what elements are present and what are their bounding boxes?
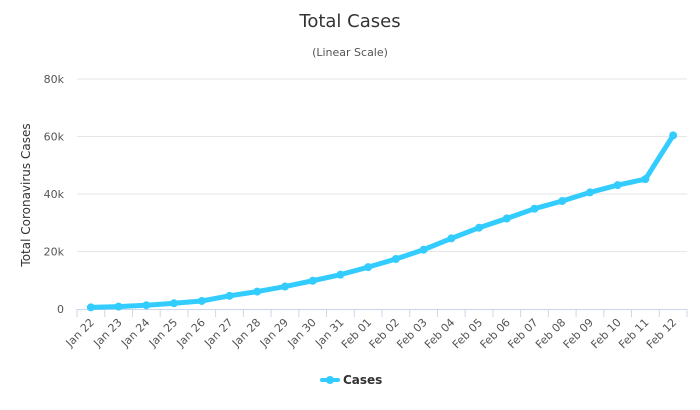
data-point[interactable] bbox=[530, 204, 539, 213]
data-point[interactable] bbox=[364, 263, 373, 272]
x-tick-label: Feb 12 bbox=[644, 316, 679, 351]
x-tick-label: Jan 22 bbox=[63, 316, 97, 350]
x-tick-label: Feb 05 bbox=[450, 316, 485, 351]
data-point[interactable] bbox=[641, 175, 650, 184]
data-point[interactable] bbox=[336, 270, 345, 279]
data-point[interactable] bbox=[253, 287, 262, 296]
x-tick-label: Feb 01 bbox=[339, 316, 374, 351]
x-tick-label: Jan 27 bbox=[201, 316, 235, 350]
data-point[interactable] bbox=[502, 214, 511, 223]
x-tick-label: Jan 28 bbox=[229, 316, 263, 350]
data-point[interactable] bbox=[558, 197, 567, 206]
data-point[interactable] bbox=[197, 296, 206, 305]
data-point[interactable] bbox=[669, 131, 678, 140]
data-point[interactable] bbox=[142, 301, 151, 310]
x-tick-label: Jan 29 bbox=[257, 316, 291, 350]
data-point[interactable] bbox=[419, 245, 428, 254]
data-point[interactable] bbox=[170, 299, 179, 308]
x-tick-label: Feb 11 bbox=[616, 316, 651, 351]
legend[interactable]: Cases bbox=[320, 373, 382, 387]
x-tick-label: Jan 25 bbox=[146, 316, 180, 350]
y-tick-label: 40k bbox=[44, 188, 65, 201]
y-axis-title: Total Coronavirus Cases bbox=[19, 123, 33, 267]
data-point[interactable] bbox=[391, 255, 400, 264]
x-tick-label: Feb 03 bbox=[394, 316, 429, 351]
chart-subtitle: (Linear Scale) bbox=[312, 46, 388, 59]
x-tick-label: Feb 07 bbox=[505, 316, 540, 351]
x-tick-label: Jan 30 bbox=[285, 316, 319, 350]
data-point[interactable] bbox=[475, 223, 484, 232]
x-tick-label: Feb 09 bbox=[561, 316, 596, 351]
data-point[interactable] bbox=[585, 188, 594, 197]
x-tick-label: Jan 26 bbox=[174, 316, 208, 350]
series-line-cases[interactable] bbox=[88, 132, 676, 310]
x-tick-label: Feb 10 bbox=[588, 316, 623, 351]
x-tick-label: Feb 02 bbox=[367, 316, 402, 351]
data-point[interactable] bbox=[86, 303, 95, 312]
y-tick-label: 60k bbox=[44, 131, 65, 144]
y-axis-ticks: 0 20k 40k 60k 80k bbox=[44, 73, 65, 316]
data-point[interactable] bbox=[613, 181, 622, 190]
series-cases[interactable] bbox=[86, 131, 678, 312]
x-tick-label: Feb 08 bbox=[533, 316, 568, 351]
chart-title: Total Cases bbox=[298, 11, 400, 32]
legend-marker-cases bbox=[326, 376, 334, 384]
data-point[interactable] bbox=[447, 234, 456, 243]
grid-lines bbox=[77, 78, 687, 252]
y-tick-label: 80k bbox=[44, 73, 65, 86]
data-point[interactable] bbox=[280, 282, 289, 291]
data-point[interactable] bbox=[225, 291, 234, 300]
y-tick-label: 20k bbox=[44, 246, 65, 259]
data-point[interactable] bbox=[114, 302, 123, 311]
data-point[interactable] bbox=[308, 276, 317, 285]
x-tick-label: Jan 23 bbox=[90, 316, 124, 350]
x-tick-label: Jan 24 bbox=[118, 316, 152, 350]
legend-label-cases: Cases bbox=[343, 373, 382, 387]
y-tick-label: 0 bbox=[57, 303, 64, 316]
x-tick-label: Feb 06 bbox=[478, 316, 513, 351]
x-tick-label: Feb 04 bbox=[422, 316, 457, 351]
